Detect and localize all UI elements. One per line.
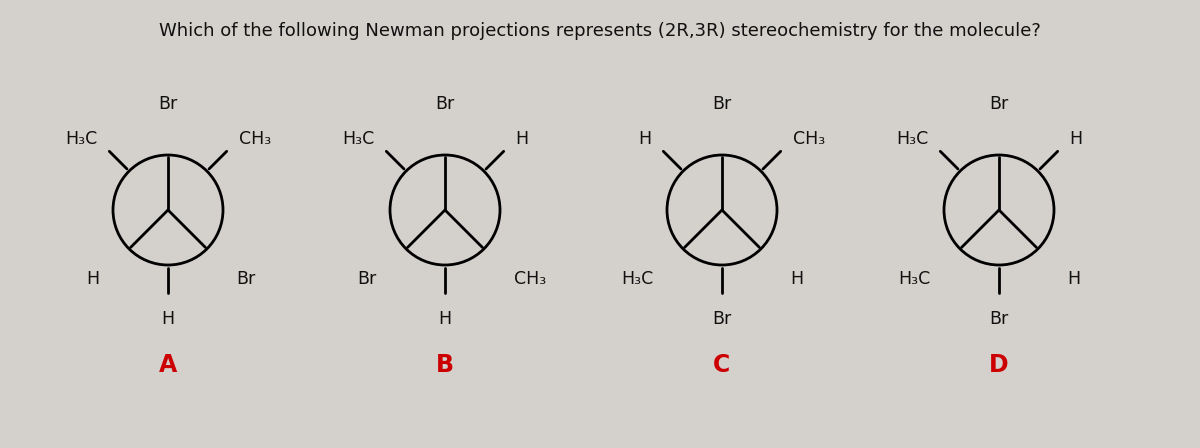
Text: H: H	[516, 130, 529, 148]
Text: H: H	[438, 310, 451, 328]
Text: H: H	[791, 270, 804, 288]
Text: Br: Br	[989, 310, 1009, 328]
Text: Br: Br	[158, 95, 178, 113]
Text: C: C	[713, 353, 731, 377]
Text: CH₃: CH₃	[793, 130, 824, 148]
Text: H₃C: H₃C	[342, 130, 374, 148]
Text: Br: Br	[236, 270, 256, 288]
Text: H: H	[1069, 130, 1082, 148]
Text: H: H	[162, 310, 174, 328]
Text: H: H	[1068, 270, 1081, 288]
Text: Which of the following Newman projections represents (2R,3R) stereochemistry for: Which of the following Newman projection…	[160, 22, 1040, 40]
Text: Br: Br	[989, 95, 1009, 113]
Text: Br: Br	[436, 95, 455, 113]
Text: A: A	[158, 353, 178, 377]
Text: CH₃: CH₃	[514, 270, 546, 288]
Text: H₃C: H₃C	[622, 270, 654, 288]
Text: D: D	[989, 353, 1009, 377]
Text: Br: Br	[713, 95, 732, 113]
Text: H₃C: H₃C	[898, 270, 930, 288]
Text: H: H	[86, 270, 100, 288]
Text: B: B	[436, 353, 454, 377]
Text: Br: Br	[358, 270, 377, 288]
Text: H₃C: H₃C	[896, 130, 929, 148]
Text: CH₃: CH₃	[239, 130, 271, 148]
Text: Br: Br	[713, 310, 732, 328]
Text: H₃C: H₃C	[65, 130, 97, 148]
Text: H: H	[638, 130, 652, 148]
